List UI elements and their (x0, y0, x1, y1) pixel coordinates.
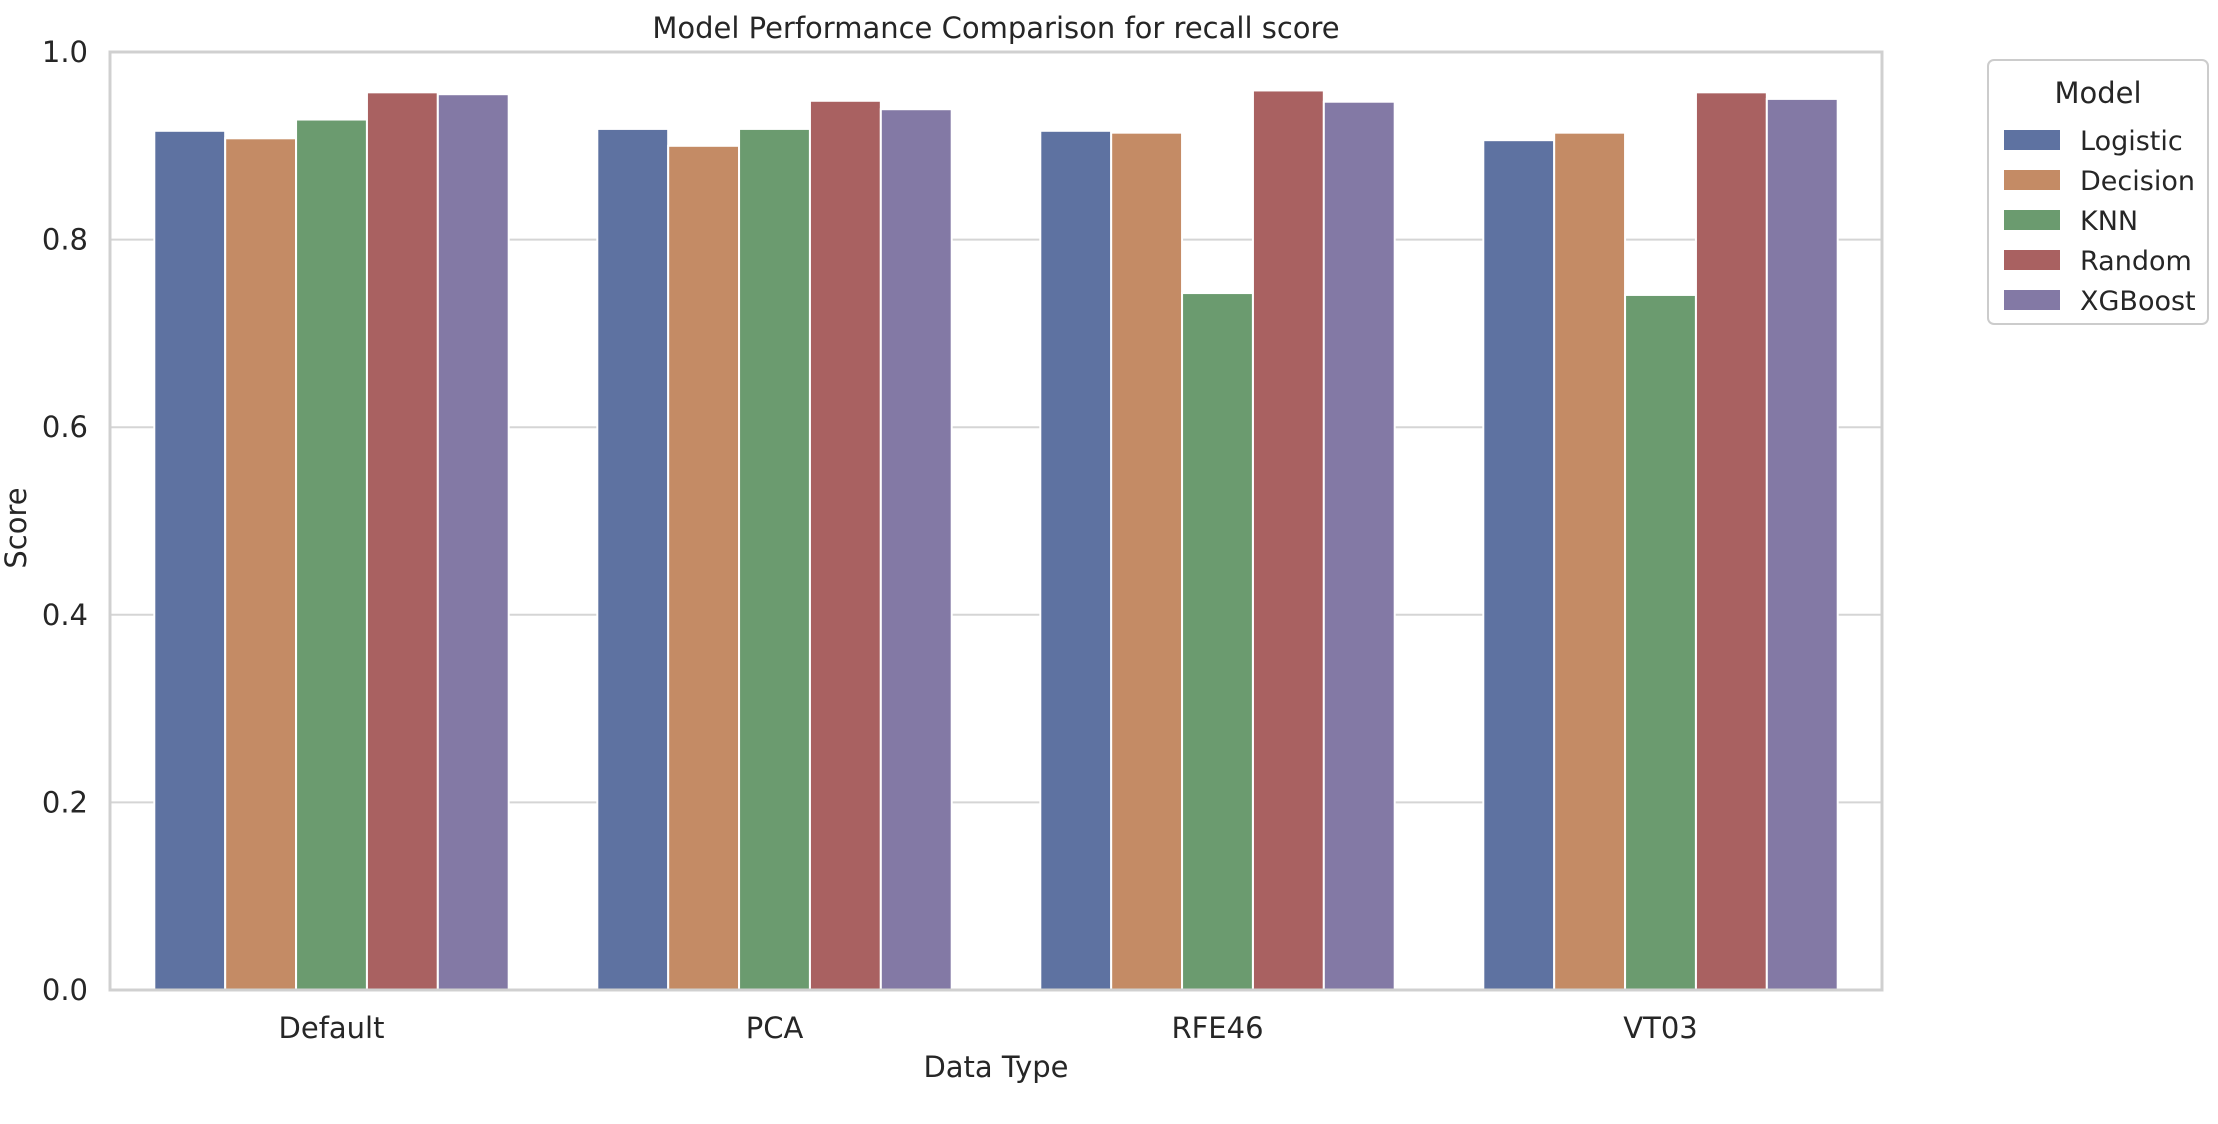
bar-knn-default (295, 118, 368, 991)
bar-knn-pca (738, 127, 811, 991)
legend-label-decision: Decision (2080, 166, 2195, 197)
bar-logistic-pca (596, 127, 670, 991)
y-tick-label: 1.0 (42, 35, 88, 69)
x-tick-label: Default (279, 1011, 385, 1045)
x-tick-labels: Default PCA RFE46 VT03 (279, 1011, 1698, 1045)
legend-swatch-logistic (2004, 130, 2060, 150)
legend-label-xgboost: XGBoost (2080, 286, 2196, 317)
bar-random-pca (808, 99, 882, 991)
chart-title: Model Performance Comparison for recall … (652, 11, 1339, 45)
bar-xgboost-pca (879, 108, 953, 991)
y-tick-label: 0.2 (42, 785, 88, 819)
bar-random-vt03 (1694, 91, 1768, 992)
y-tick-label: 0.0 (42, 973, 88, 1007)
legend-label-logistic: Logistic (2080, 126, 2183, 157)
legend-label-random: Random (2080, 246, 2192, 277)
bar-xgboost-default (436, 93, 510, 991)
x-tick-label: PCA (746, 1011, 804, 1045)
bar-knn-rfe46 (1181, 292, 1254, 992)
bar-xgboost-vt03 (1765, 97, 1839, 991)
y-tick-label: 0.6 (42, 410, 88, 444)
bar-knn-vt03 (1624, 293, 1697, 991)
legend-swatch-xgboost (2004, 290, 2060, 310)
legend: Model Logistic Decision KNN Random XGBoost (1987, 59, 2209, 325)
bar-decision-vt03 (1553, 131, 1627, 991)
bar-random-rfe46 (1251, 89, 1325, 991)
legend-title: Model (2054, 76, 2141, 110)
legend-swatch-random (2004, 250, 2060, 270)
bars (153, 89, 1839, 992)
bar-logistic-rfe46 (1039, 129, 1113, 992)
bar-decision-default (224, 137, 298, 991)
x-axis-label: Data Type (923, 1050, 1068, 1084)
y-tick-label: 0.8 (42, 223, 88, 257)
bar-decision-rfe46 (1110, 131, 1184, 991)
y-tick-label: 0.4 (42, 598, 88, 632)
legend-swatch-knn (2004, 210, 2060, 230)
y-tick-labels: 0.0 0.2 0.4 0.6 0.8 1.0 (42, 35, 88, 1007)
legend-swatch-decision (2004, 170, 2060, 190)
bar-xgboost-rfe46 (1322, 100, 1396, 992)
y-axis-label: Score (0, 487, 33, 568)
bar-decision-pca (667, 144, 741, 992)
legend-label-knn: KNN (2080, 206, 2138, 237)
x-tick-label: RFE46 (1171, 1011, 1263, 1045)
bar-random-default (365, 91, 439, 992)
plot-frame (108, 50, 1884, 992)
bar-logistic-vt03 (1482, 139, 1556, 991)
x-tick-label: VT03 (1623, 1011, 1697, 1045)
bar-logistic-default (153, 129, 227, 992)
